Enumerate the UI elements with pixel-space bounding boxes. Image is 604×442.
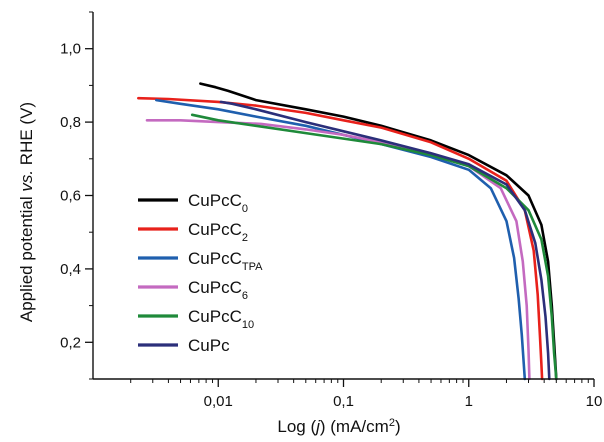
y-tick-label: 0,8 <box>60 114 81 131</box>
series-line-cupcctpa <box>155 98 527 381</box>
legend-item: CuPcCTPA <box>138 249 263 273</box>
x-tick-label: 0,01 <box>204 393 233 410</box>
x-tick-label: 10 <box>586 393 603 410</box>
y-tick-label: 0,2 <box>60 334 81 351</box>
x-tick-label: 1 <box>465 393 473 410</box>
x-tick-label: 0,1 <box>333 393 354 410</box>
series-line-cupc <box>219 100 551 381</box>
y-tick-label: 1,0 <box>60 41 81 58</box>
legend-label: CuPcC2 <box>188 220 248 244</box>
series-line-cupcc10 <box>190 113 558 381</box>
legend-label: CuPcC0 <box>188 191 248 215</box>
legend-label: CuPc <box>188 336 230 355</box>
legend-label: CuPcC10 <box>188 307 254 331</box>
series-layer <box>137 82 558 381</box>
y-tick-label: 0,4 <box>60 261 81 278</box>
legend-item: CuPc <box>138 336 230 355</box>
x-axis-ticks: 0,01 0,1 1 10 <box>130 379 603 410</box>
legend-label: CuPcC6 <box>188 278 248 302</box>
y-axis-title: Applied potential vs. RHE (V) <box>17 102 36 322</box>
legend-item: CuPcC0 <box>138 191 248 215</box>
legend-item: CuPcC10 <box>138 307 254 331</box>
y-tick-label: 0,6 <box>60 188 81 205</box>
legend-label: CuPcCTPA <box>188 249 263 273</box>
legend-item: CuPcC2 <box>138 220 248 244</box>
legend-item: CuPcC6 <box>138 278 248 302</box>
x-axis-title: Log (j) (mA/cm2) <box>277 417 400 436</box>
legend: CuPcC0 CuPcC2 CuPcCTPA CuPcC6 CuPcC10 CuPc <box>138 191 263 355</box>
y-axis-ticks: 0,2 0,4 0,6 0,8 1,0 <box>60 11 93 380</box>
